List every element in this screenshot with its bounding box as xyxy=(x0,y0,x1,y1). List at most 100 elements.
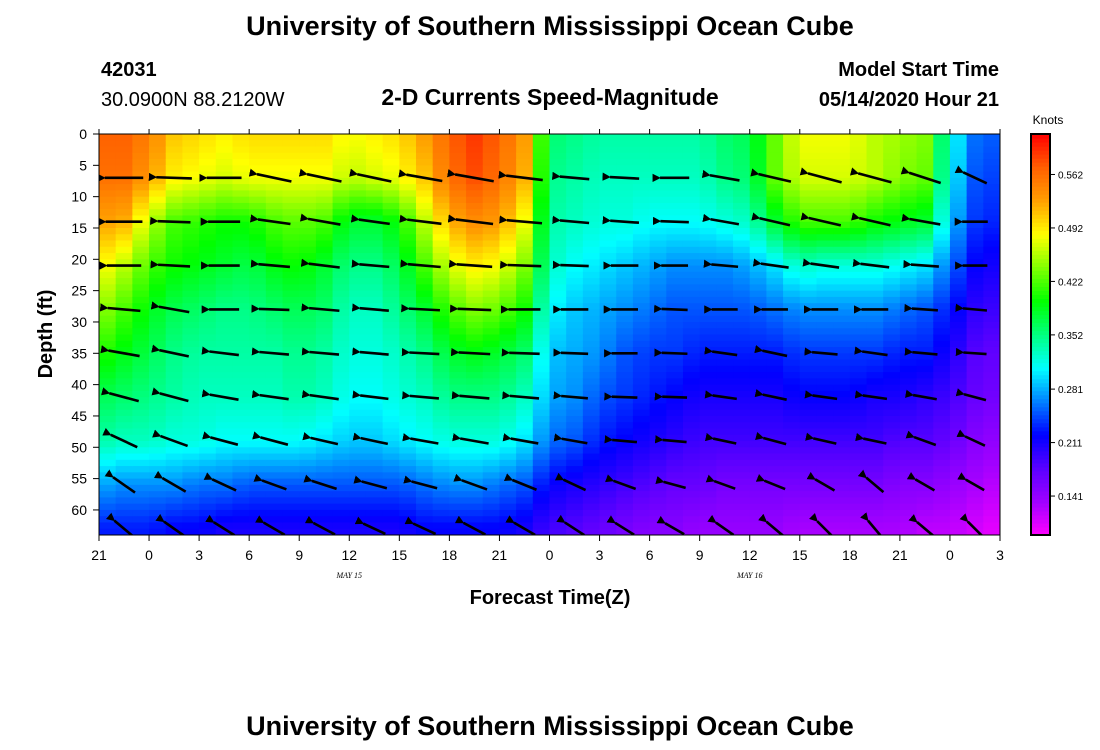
heatmap-cell xyxy=(716,328,734,336)
heatmap-cell xyxy=(432,290,450,298)
heatmap-cell xyxy=(249,146,267,154)
heatmap-cell xyxy=(616,434,634,442)
heatmap-cell xyxy=(349,328,367,336)
heatmap-cell xyxy=(682,159,701,166)
heatmap-cell xyxy=(232,347,250,354)
heatmap-cell xyxy=(315,234,334,242)
heatmap-cell xyxy=(182,497,200,505)
heatmap-cell xyxy=(983,271,1000,279)
heatmap-cell xyxy=(566,516,584,524)
current-vector xyxy=(904,347,938,356)
heatmap-cell xyxy=(482,378,501,386)
heatmap-cell xyxy=(315,315,334,323)
heatmap-cell xyxy=(165,478,184,486)
heatmap-cell xyxy=(482,409,501,417)
heatmap-cell xyxy=(516,466,534,473)
heatmap-cell xyxy=(532,253,551,260)
heatmap-cell xyxy=(265,484,284,492)
heatmap-cell xyxy=(733,152,751,160)
heatmap-cell xyxy=(466,253,484,260)
heatmap-cell xyxy=(682,365,701,373)
heatmap-cell xyxy=(365,171,384,179)
heatmap-cell xyxy=(432,321,450,329)
heatmap-cell xyxy=(315,334,334,342)
heatmap-cell xyxy=(532,215,551,223)
heatmap-cell xyxy=(115,134,133,141)
current-vector xyxy=(957,472,985,492)
heatmap-cell xyxy=(282,365,300,373)
heatmap-cell xyxy=(199,296,217,304)
heatmap-cell xyxy=(616,466,634,473)
heatmap-cell xyxy=(215,347,234,354)
heatmap-cell xyxy=(215,215,234,223)
heatmap-cell xyxy=(582,359,601,367)
current-vector xyxy=(300,258,340,269)
heatmap-cell xyxy=(466,491,484,499)
heatmap-cell xyxy=(933,334,951,342)
heatmap-cell xyxy=(199,340,217,348)
heatmap-cell xyxy=(199,253,217,260)
heatmap-cell xyxy=(816,234,834,242)
heatmap-cell xyxy=(482,290,501,298)
heatmap-cell xyxy=(983,209,1000,217)
current-vector xyxy=(454,515,486,535)
heatmap-cell xyxy=(799,397,818,405)
heatmap-cell xyxy=(766,321,784,329)
heatmap-cell xyxy=(249,309,267,317)
heatmap-cell xyxy=(733,378,751,386)
heatmap-cell xyxy=(649,227,667,235)
colorbar-segment xyxy=(1031,142,1050,147)
heatmap-cell xyxy=(916,140,934,148)
heatmap-cell xyxy=(666,227,684,235)
heatmap-cell xyxy=(566,202,584,210)
heatmap-cell xyxy=(432,171,450,179)
heatmap-cell xyxy=(883,196,901,204)
heatmap-cell xyxy=(949,271,968,279)
heatmap-cell xyxy=(249,152,267,160)
heatmap-cell xyxy=(649,334,667,342)
colorbar-segment xyxy=(1031,210,1050,215)
heatmap-cell xyxy=(816,184,834,191)
current-vector xyxy=(553,348,589,357)
heatmap-cell xyxy=(532,309,551,317)
heatmap-cell xyxy=(416,159,434,166)
heatmap-cell xyxy=(599,528,617,535)
heatmap-cell xyxy=(199,334,217,342)
heatmap-cell xyxy=(466,528,484,535)
heatmap-cell xyxy=(482,428,501,436)
heatmap-cell xyxy=(616,309,634,317)
heatmap-cell xyxy=(282,271,300,279)
heatmap-cell xyxy=(549,422,567,430)
colorbar-segment xyxy=(1031,326,1050,332)
heatmap-cell xyxy=(332,503,350,511)
heatmap-cell xyxy=(215,146,234,154)
heatmap-cell xyxy=(532,146,551,154)
heatmap-cell xyxy=(716,365,734,373)
heatmap-cell xyxy=(482,359,501,367)
heatmap-cell xyxy=(682,290,701,298)
heatmap-cell xyxy=(582,296,601,304)
current-vector xyxy=(751,212,791,227)
heatmap-cell xyxy=(916,209,934,217)
heatmap-cell xyxy=(482,491,501,499)
heatmap-cell xyxy=(332,215,350,223)
heatmap-cell xyxy=(682,240,701,248)
heatmap-cell xyxy=(182,353,200,361)
heatmap-cell xyxy=(632,459,651,467)
heatmap-cell xyxy=(966,453,984,461)
heatmap-cell xyxy=(382,522,400,530)
heatmap-cell xyxy=(165,184,184,191)
heatmap-cell xyxy=(749,152,768,160)
current-vector xyxy=(353,475,388,490)
heatmap-cell xyxy=(466,146,484,154)
heatmap-cell xyxy=(916,415,934,423)
heatmap-cell xyxy=(265,353,284,361)
heatmap-cell xyxy=(899,459,918,467)
heatmap-cell xyxy=(482,497,501,505)
heatmap-cell xyxy=(916,528,934,535)
heatmap-cell xyxy=(849,365,868,373)
heatmap-cell xyxy=(949,409,968,417)
heatmap-cell xyxy=(315,152,334,160)
heatmap-cell xyxy=(883,447,901,455)
heatmap-cell xyxy=(783,428,801,436)
